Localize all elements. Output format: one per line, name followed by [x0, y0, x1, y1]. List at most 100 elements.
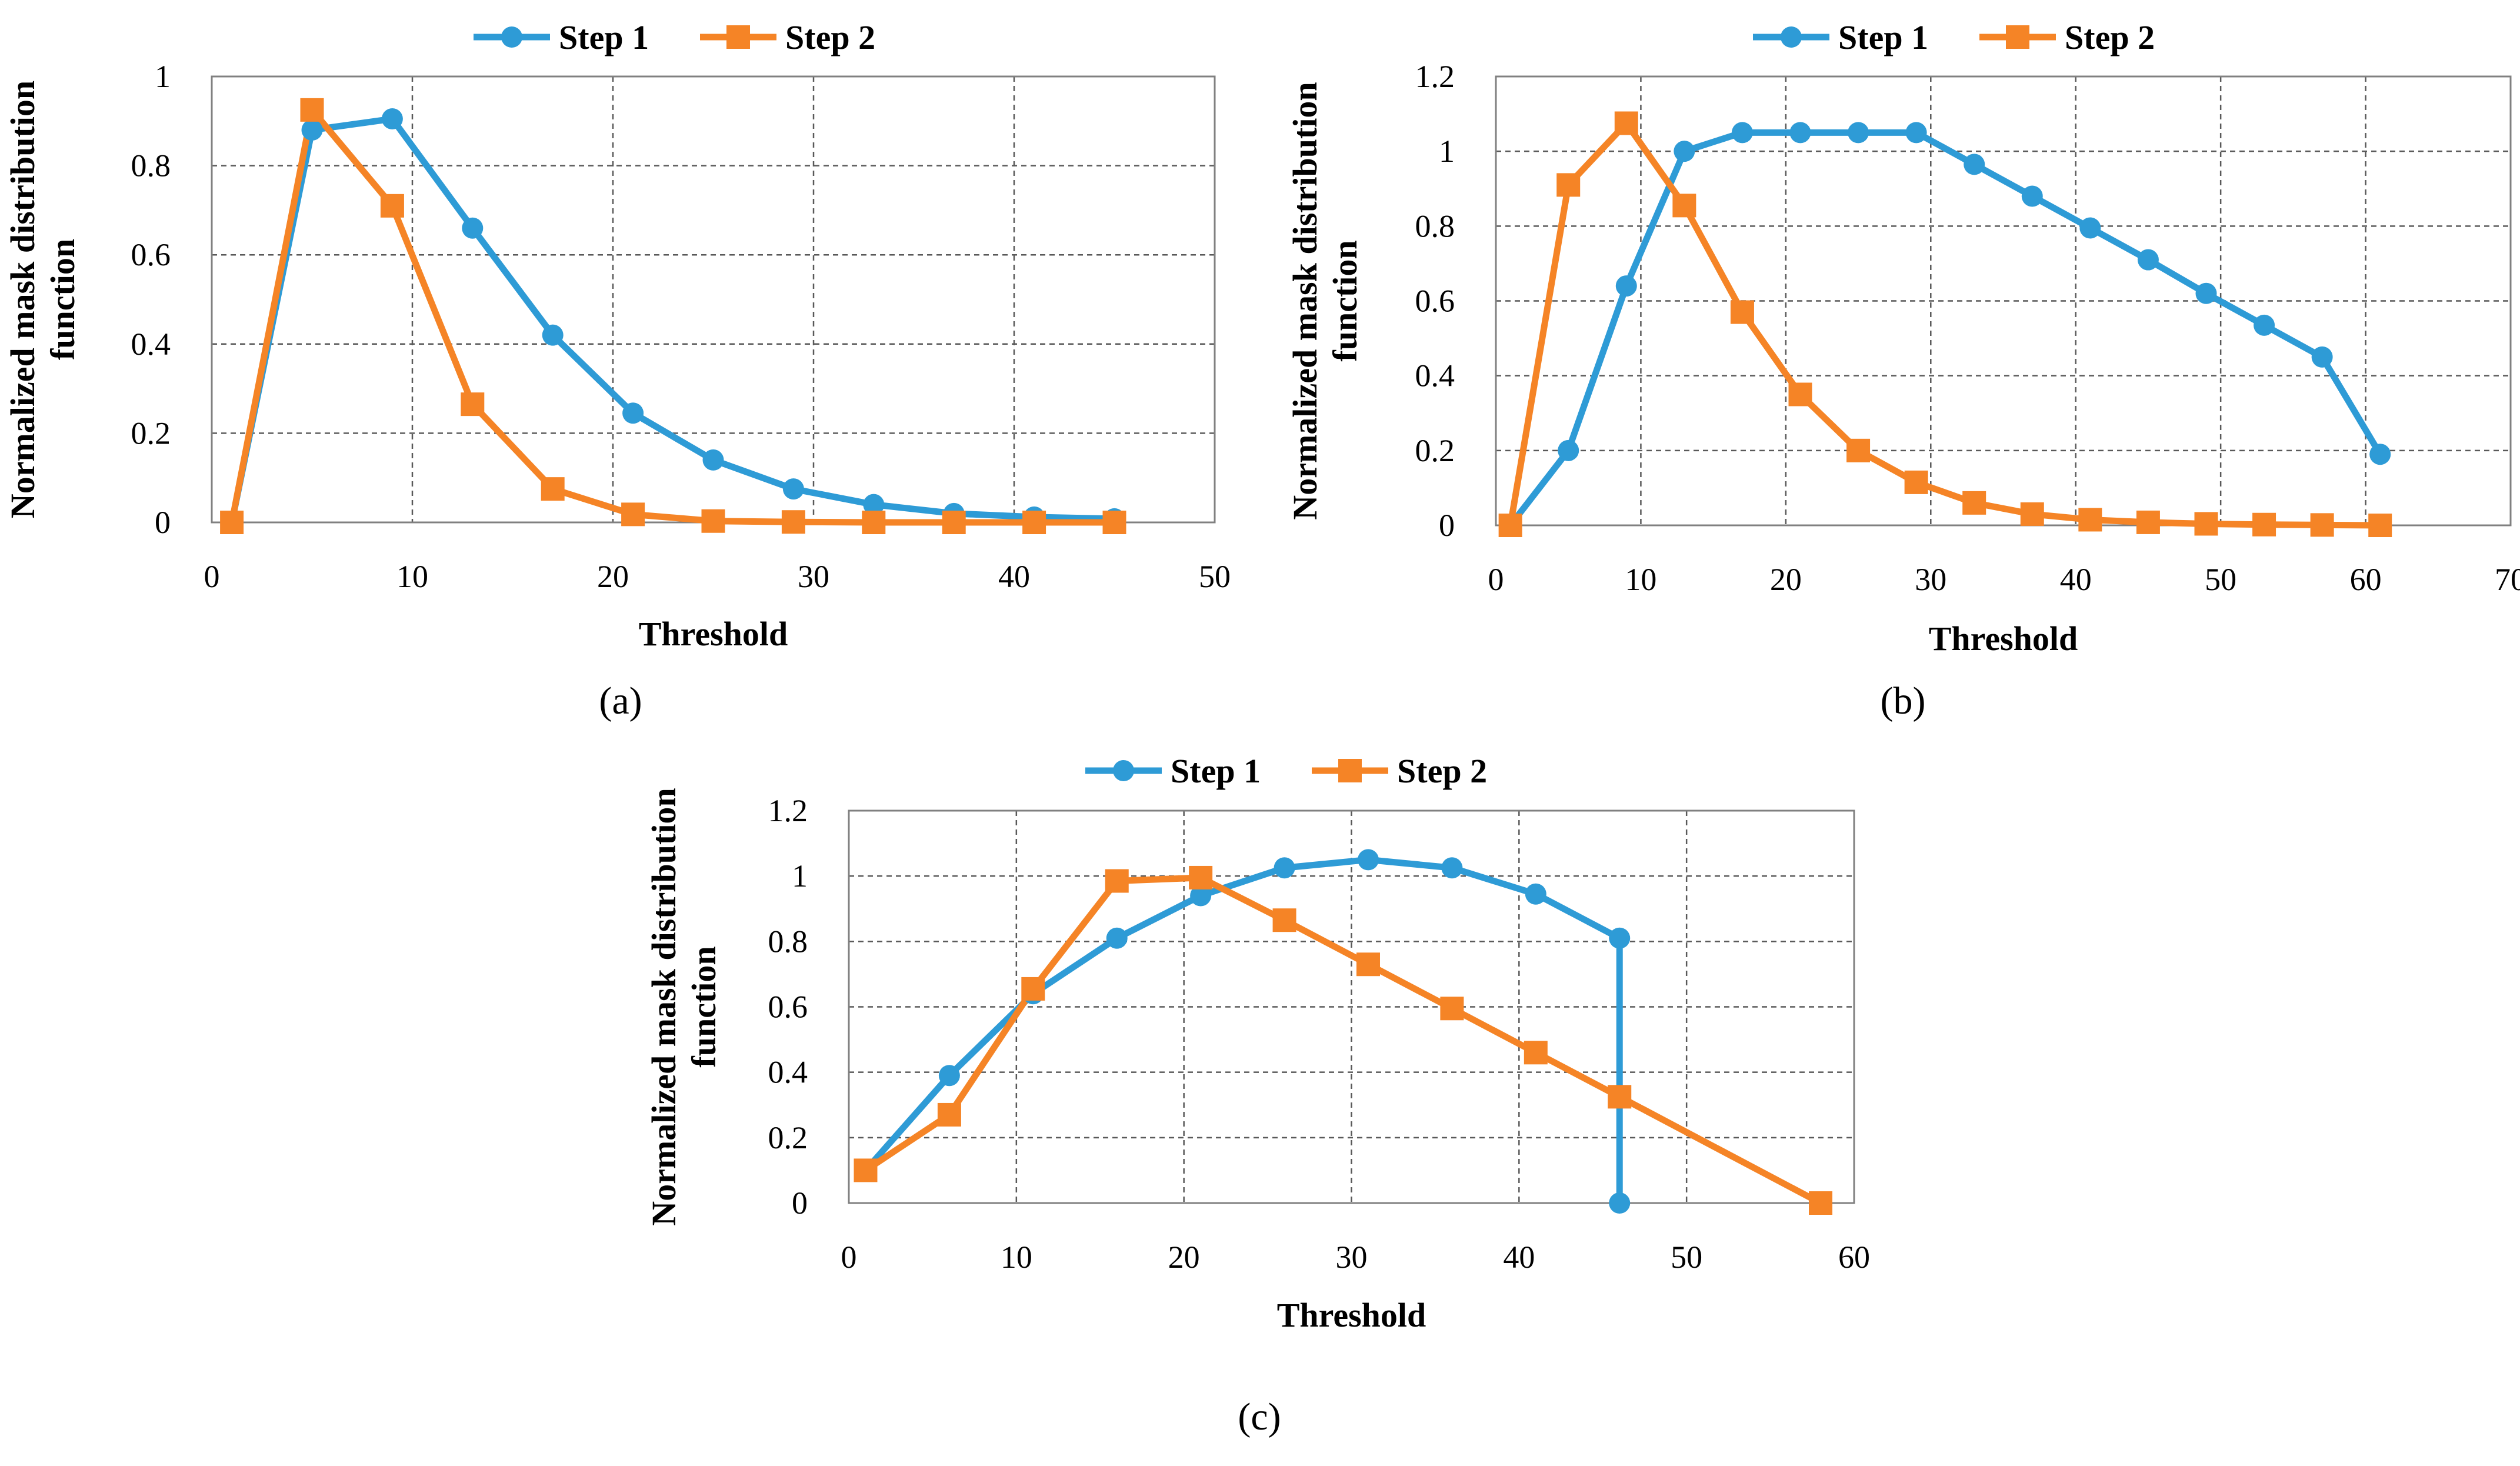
x-tick-label: 20 [1168, 1240, 1200, 1275]
x-tick-label: 40 [2060, 562, 2092, 597]
data-point-step-1 [2254, 314, 2275, 336]
data-point-step-1 [1615, 275, 1637, 297]
legend-label: Step 1 [559, 18, 649, 56]
data-point-step-2 [1809, 1191, 1833, 1215]
legend-marker [501, 26, 522, 48]
y-tick-label: 0 [1439, 508, 1455, 543]
x-tick-label: 10 [396, 559, 428, 594]
series-line-step-2 [862, 874, 1824, 1207]
data-point-step-1 [542, 324, 564, 346]
y-axis-title-line: function [685, 946, 723, 1067]
x-tick-label: 60 [1838, 1240, 1870, 1275]
data-point-step-1 [2195, 282, 2217, 304]
data-point-step-2 [1498, 514, 1522, 537]
data-point-step-1 [782, 478, 804, 500]
y-axis-title-line: function [44, 239, 82, 360]
data-point-step-1 [1848, 122, 1869, 144]
x-tick-label: 30 [1336, 1240, 1368, 1275]
data-point-step-2 [2136, 510, 2160, 534]
data-point-step-2 [461, 392, 485, 417]
y-axis-title: Normalized mask distributionfunction [645, 788, 723, 1225]
legend-label: Step 2 [2065, 18, 2155, 56]
data-point-step-2 [942, 511, 966, 534]
y-tick-label: 1.2 [1415, 59, 1455, 94]
data-point-step-1 [1558, 439, 1579, 461]
series-line-step-1 [1507, 129, 2384, 529]
data-point-step-1 [2079, 217, 2101, 239]
y-axis-title-line: function [1326, 240, 1364, 361]
x-tick-label: 30 [798, 559, 829, 594]
data-point-step-2 [862, 511, 886, 534]
data-point-step-1 [1441, 857, 1463, 879]
plot-area-frame [1495, 75, 2512, 527]
x-axis-title: Threshold [639, 615, 788, 653]
data-point-step-2 [2252, 512, 2276, 537]
x-tick-label: 60 [2350, 562, 2382, 597]
data-point-step-1 [1789, 122, 1811, 144]
data-point-step-2 [937, 1102, 961, 1127]
legend-label: Step 2 [785, 18, 875, 56]
data-point-step-2 [1846, 438, 1871, 462]
plot-area-frame [848, 809, 1855, 1204]
legend-marker [1781, 26, 1802, 48]
legend-marker [1338, 759, 1362, 782]
data-point-step-2 [1356, 952, 1380, 977]
data-point-step-2 [2194, 512, 2218, 536]
data-point-step-1 [2137, 249, 2159, 271]
data-point-step-2 [781, 510, 805, 534]
series-line-step-1 [228, 115, 1118, 526]
data-point-step-1 [301, 119, 323, 141]
y-tick-label: 0.8 [1415, 208, 1455, 244]
x-tick-label: 50 [2205, 562, 2236, 597]
data-point-step-2 [380, 194, 404, 218]
y-axis-title-line: Normalized mask distribution [1286, 82, 1324, 519]
y-tick-label: 0.8 [768, 924, 808, 959]
data-point-step-1 [2311, 346, 2333, 368]
x-tick-label: 50 [1199, 559, 1231, 594]
data-point-step-2 [2078, 508, 2102, 532]
x-tick-label: 70 [2495, 562, 2520, 597]
data-point-step-2 [2020, 502, 2044, 526]
data-point-step-2 [854, 1158, 878, 1182]
y-tick-label: 0.4 [131, 326, 171, 362]
data-point-step-2 [1556, 173, 1581, 197]
data-point-step-2 [220, 511, 244, 534]
data-point-step-1 [462, 217, 484, 239]
data-point-step-2 [1672, 194, 1696, 218]
data-point-step-1 [1731, 122, 1753, 144]
data-point-step-1 [1674, 141, 1695, 162]
data-point-step-1 [2369, 444, 2391, 465]
data-point-step-2 [1272, 908, 1296, 932]
data-point-step-1 [1609, 927, 1631, 949]
data-point-step-1 [1190, 885, 1212, 907]
x-tick-label: 20 [597, 559, 629, 594]
y-tick-label: 0.6 [131, 237, 171, 272]
data-point-step-1 [1609, 1192, 1631, 1214]
x-tick-label: 0 [1488, 562, 1504, 597]
x-tick-label: 0 [841, 1240, 857, 1275]
data-point-step-2 [1440, 997, 1464, 1021]
x-tick-label: 20 [1770, 562, 1802, 597]
data-point-step-2 [1022, 511, 1046, 534]
x-tick-label: 10 [1001, 1240, 1032, 1275]
chart-panel-1: 0 10 20 30 40 50 0 0.2 0.4 0.6 0.8 1 Threshold Normal… [4, 18, 1231, 722]
data-point-step-2 [1608, 1085, 1632, 1109]
data-point-step-1 [1106, 927, 1128, 949]
data-point-step-2 [1102, 511, 1126, 534]
legend-label: Step 2 [1397, 752, 1487, 790]
y-tick-label: 1 [1439, 134, 1455, 169]
panel-label: (b) [1881, 679, 1926, 722]
legend-item-step-2: Step 2 [1979, 18, 2155, 56]
x-tick-label: 40 [1503, 1240, 1535, 1275]
y-tick-label: 0.6 [1415, 284, 1455, 319]
data-point-step-2 [1105, 869, 1129, 893]
legend-label: Step 1 [1171, 752, 1261, 790]
x-tick-label: 50 [1671, 1240, 1702, 1275]
data-point-step-1 [863, 494, 885, 515]
data-point-step-1 [622, 402, 644, 424]
y-tick-label: 0.2 [1415, 433, 1455, 468]
y-tick-label: 0.2 [131, 415, 171, 451]
data-point-step-2 [1788, 382, 1812, 407]
data-point-step-2 [1730, 300, 1754, 324]
